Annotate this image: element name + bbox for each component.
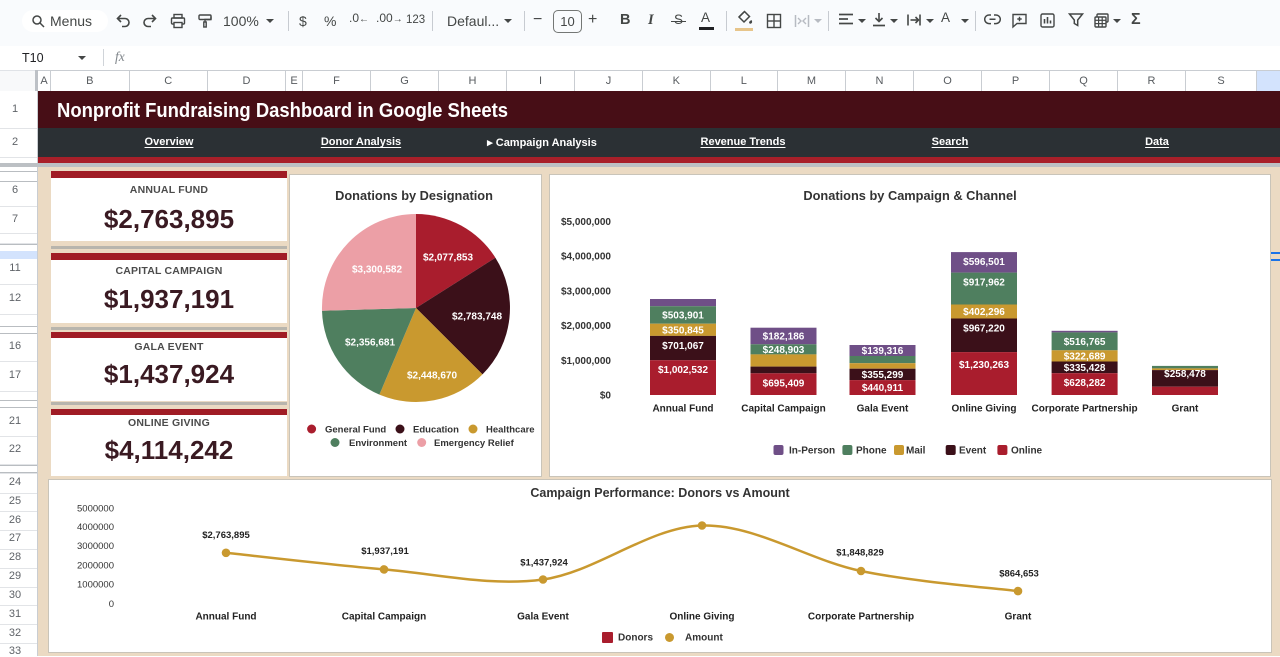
svg-text:4000000: 4000000 [77, 522, 114, 533]
svg-text:Grant: Grant [1172, 404, 1199, 415]
svg-text:Online: Online [1011, 446, 1043, 457]
svg-text:Online Giving: Online Giving [951, 404, 1016, 415]
svg-text:Annual Fund: Annual Fund [195, 612, 256, 623]
svg-text:$1,937,191: $1,937,191 [361, 546, 409, 557]
svg-text:Annual Fund: Annual Fund [652, 404, 713, 415]
svg-text:$516,765: $516,765 [1064, 337, 1106, 348]
svg-text:Donations by Campaign & Channe: Donations by Campaign & Channel [803, 188, 1016, 203]
svg-text:Capital Campaign: Capital Campaign [342, 612, 426, 623]
svg-text:Donations by Designation: Donations by Designation [335, 188, 493, 203]
svg-text:$917,962: $917,962 [963, 278, 1005, 289]
svg-text:General Fund: General Fund [325, 425, 386, 436]
svg-text:$2,356,681: $2,356,681 [345, 338, 395, 349]
svg-text:$1,002,532: $1,002,532 [658, 365, 708, 376]
svg-text:Campaign Performance: Donors v: Campaign Performance: Donors vs Amount [530, 486, 790, 500]
svg-text:$2,448,670: $2,448,670 [407, 371, 457, 382]
svg-text:$967,220: $967,220 [963, 324, 1005, 335]
svg-text:1000000: 1000000 [77, 580, 114, 591]
svg-text:$695,409: $695,409 [763, 378, 805, 389]
svg-text:Grant: Grant [1005, 612, 1032, 623]
svg-text:$3,000,000: $3,000,000 [561, 286, 611, 297]
svg-text:$2,077,853: $2,077,853 [423, 253, 473, 264]
svg-text:2000000: 2000000 [77, 560, 114, 571]
svg-text:$0: $0 [600, 391, 612, 402]
svg-text:$4,000,000: $4,000,000 [561, 252, 611, 263]
svg-text:$440,911: $440,911 [862, 383, 904, 394]
svg-text:Corporate Partnership: Corporate Partnership [1032, 404, 1138, 415]
svg-text:In-Person: In-Person [789, 446, 835, 457]
svg-text:$139,316: $139,316 [862, 346, 904, 357]
svg-text:$355,299: $355,299 [862, 370, 904, 381]
svg-text:$2,000,000: $2,000,000 [561, 321, 611, 332]
svg-text:$1,230,263: $1,230,263 [959, 360, 1009, 371]
svg-text:Gala Event: Gala Event [857, 404, 909, 415]
svg-text:Event: Event [959, 446, 987, 457]
svg-text:$182,186: $182,186 [763, 332, 805, 343]
svg-text:$628,282: $628,282 [1064, 378, 1106, 389]
svg-text:$1,437,924: $1,437,924 [520, 558, 568, 569]
svg-text:Environment: Environment [349, 438, 408, 449]
svg-text:Mail: Mail [906, 446, 926, 457]
svg-text:$2,763,895: $2,763,895 [202, 530, 250, 541]
svg-text:Phone: Phone [856, 446, 887, 457]
svg-text:$258,478: $258,478 [1164, 369, 1206, 380]
svg-text:Online Giving: Online Giving [669, 612, 734, 623]
svg-text:$701,067: $701,067 [662, 341, 704, 352]
svg-text:Amount: Amount [685, 633, 723, 644]
svg-text:$402,296: $402,296 [963, 307, 1005, 318]
svg-text:$5,000,000: $5,000,000 [561, 217, 611, 228]
svg-text:$1,848,829: $1,848,829 [836, 548, 884, 559]
svg-text:$2,783,748: $2,783,748 [452, 312, 502, 323]
svg-text:3000000: 3000000 [77, 541, 114, 552]
svg-text:$350,845: $350,845 [662, 325, 704, 336]
svg-text:Emergency Relief: Emergency Relief [434, 438, 515, 449]
svg-text:Healthcare: Healthcare [486, 425, 535, 436]
svg-text:$864,653: $864,653 [999, 568, 1039, 579]
svg-text:$503,901: $503,901 [662, 310, 704, 321]
svg-text:5000000: 5000000 [77, 504, 114, 515]
svg-text:Donors: Donors [618, 633, 653, 644]
svg-text:Education: Education [413, 425, 459, 436]
svg-text:$596,501: $596,501 [963, 257, 1005, 268]
svg-text:$3,300,582: $3,300,582 [352, 265, 402, 276]
svg-text:$1,000,000: $1,000,000 [561, 356, 611, 367]
svg-text:Gala Event: Gala Event [517, 612, 569, 623]
svg-text:$335,428: $335,428 [1064, 363, 1106, 374]
svg-text:0: 0 [109, 599, 114, 610]
svg-text:Corporate Partnership: Corporate Partnership [808, 612, 914, 623]
svg-text:Capital Campaign: Capital Campaign [741, 404, 825, 415]
svg-text:$248,903: $248,903 [763, 345, 805, 356]
svg-text:$322,689: $322,689 [1064, 351, 1106, 362]
